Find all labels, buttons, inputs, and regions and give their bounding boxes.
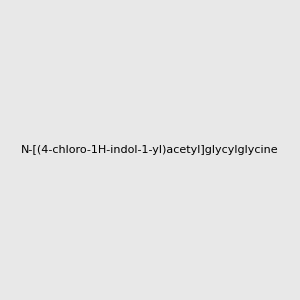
Text: N-[(4-chloro-1H-indol-1-yl)acetyl]glycylglycine: N-[(4-chloro-1H-indol-1-yl)acetyl]glycyl… bbox=[21, 145, 279, 155]
